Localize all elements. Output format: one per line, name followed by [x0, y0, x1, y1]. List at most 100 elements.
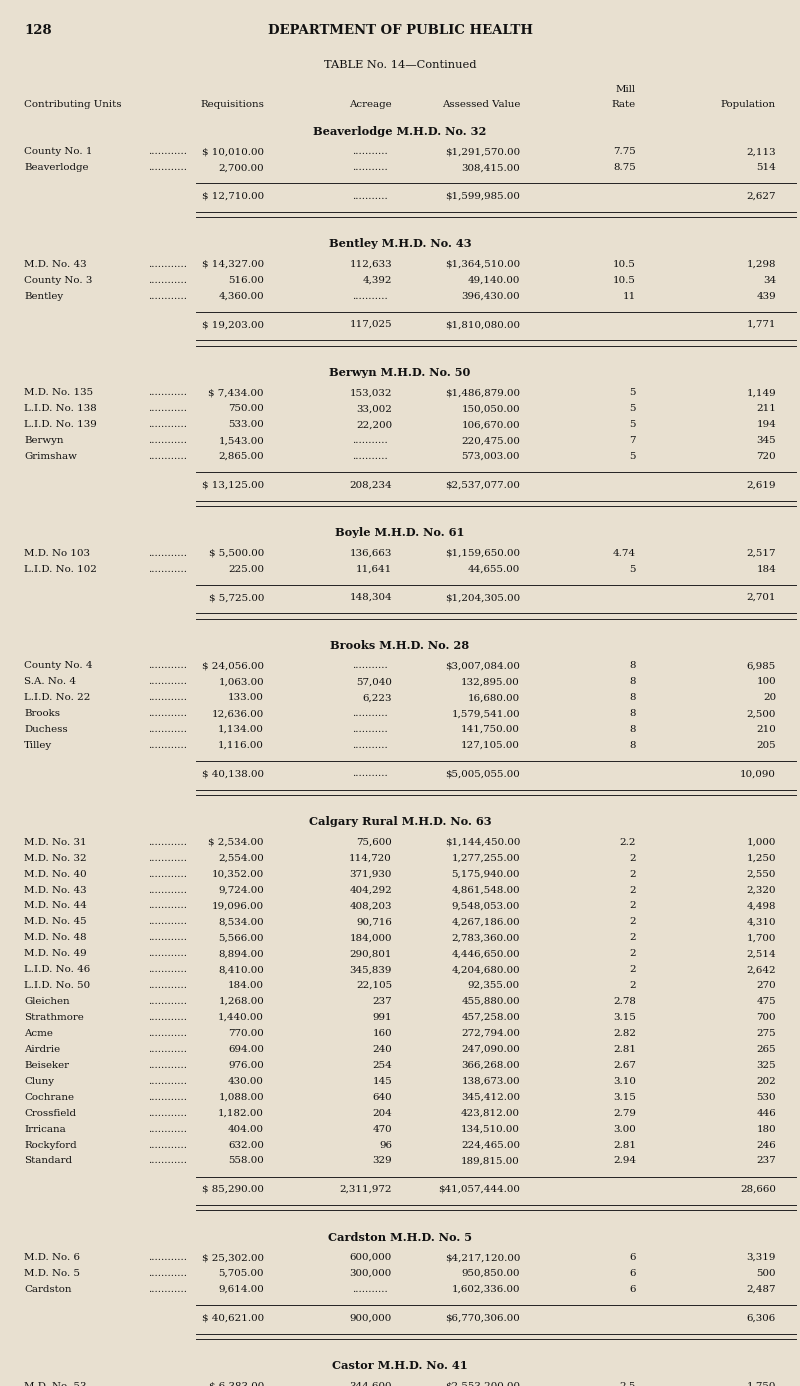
Text: 150,050.00: 150,050.00	[462, 405, 520, 413]
Text: 4,861,548.00: 4,861,548.00	[451, 886, 520, 894]
Text: 5: 5	[630, 452, 636, 462]
Text: Beiseker: Beiseker	[24, 1060, 69, 1070]
Text: 530: 530	[757, 1092, 776, 1102]
Text: 9,724.00: 9,724.00	[218, 886, 264, 894]
Text: 2,701: 2,701	[746, 593, 776, 602]
Text: 1,277,255.00: 1,277,255.00	[451, 854, 520, 862]
Text: Contributing Units: Contributing Units	[24, 100, 122, 109]
Text: $1,599,985.00: $1,599,985.00	[445, 191, 520, 201]
Text: $5,005,055.00: $5,005,055.00	[446, 769, 520, 779]
Text: 237: 237	[372, 997, 392, 1006]
Text: 3.15: 3.15	[613, 1092, 636, 1102]
Text: ............: ............	[148, 1045, 187, 1053]
Text: ............: ............	[148, 661, 187, 671]
Text: ...........: ...........	[352, 725, 388, 735]
Text: 1,000: 1,000	[746, 837, 776, 847]
Text: $ 14,327.00: $ 14,327.00	[202, 261, 264, 269]
Text: ...........: ...........	[352, 147, 388, 157]
Text: 10.5: 10.5	[613, 261, 636, 269]
Text: ............: ............	[148, 452, 187, 462]
Text: 3.10: 3.10	[613, 1077, 636, 1085]
Text: 6,985: 6,985	[746, 661, 776, 671]
Text: 2,550: 2,550	[746, 869, 776, 879]
Text: DEPARTMENT OF PUBLIC HEALTH: DEPARTMENT OF PUBLIC HEALTH	[267, 24, 533, 36]
Text: 2: 2	[630, 981, 636, 990]
Text: 8: 8	[630, 710, 636, 718]
Text: 49,140.00: 49,140.00	[468, 276, 520, 284]
Text: Cardston: Cardston	[24, 1285, 71, 1295]
Text: Requisitions: Requisitions	[200, 100, 264, 109]
Text: Rockyford: Rockyford	[24, 1141, 77, 1149]
Text: 8,894.00: 8,894.00	[218, 949, 264, 958]
Text: Boyle M.H.D. No. 61: Boyle M.H.D. No. 61	[335, 527, 465, 538]
Text: 500: 500	[757, 1270, 776, 1278]
Text: Calgary Rural M.H.D. No. 63: Calgary Rural M.H.D. No. 63	[309, 816, 491, 827]
Text: ............: ............	[148, 901, 187, 911]
Text: Airdrie: Airdrie	[24, 1045, 60, 1053]
Text: 516.00: 516.00	[228, 276, 264, 284]
Text: ............: ............	[148, 886, 187, 894]
Text: 2,514: 2,514	[746, 949, 776, 958]
Text: 976.00: 976.00	[228, 1060, 264, 1070]
Text: County No. 4: County No. 4	[24, 661, 93, 671]
Text: 7: 7	[630, 437, 636, 445]
Text: 10,352.00: 10,352.00	[212, 869, 264, 879]
Text: $1,364,510.00: $1,364,510.00	[445, 261, 520, 269]
Text: 2,500: 2,500	[746, 710, 776, 718]
Text: ...........: ...........	[352, 742, 388, 750]
Text: ............: ............	[148, 725, 187, 735]
Text: ............: ............	[148, 1253, 187, 1263]
Text: 2: 2	[630, 949, 636, 958]
Text: 100: 100	[756, 678, 776, 686]
Text: TABLE No. 14—Continued: TABLE No. 14—Continued	[324, 60, 476, 69]
Text: 5,705.00: 5,705.00	[218, 1270, 264, 1278]
Text: ............: ............	[148, 997, 187, 1006]
Text: 2.81: 2.81	[613, 1045, 636, 1053]
Text: ............: ............	[148, 837, 187, 847]
Text: $ 5,500.00: $ 5,500.00	[209, 549, 264, 557]
Text: 430.00: 430.00	[228, 1077, 264, 1085]
Text: ...........: ...........	[352, 191, 388, 201]
Text: ...........: ...........	[352, 769, 388, 779]
Text: ............: ............	[148, 405, 187, 413]
Text: 2,642: 2,642	[746, 965, 776, 974]
Text: M.D. No. 5: M.D. No. 5	[24, 1270, 80, 1278]
Text: 455,880.00: 455,880.00	[462, 997, 520, 1006]
Text: L.I.D. No. 102: L.I.D. No. 102	[24, 564, 97, 574]
Text: ............: ............	[148, 549, 187, 557]
Text: 4,498: 4,498	[746, 901, 776, 911]
Text: 237: 237	[756, 1156, 776, 1166]
Text: 145: 145	[372, 1077, 392, 1085]
Text: 8: 8	[630, 725, 636, 735]
Text: 11,641: 11,641	[356, 564, 392, 574]
Text: 34: 34	[763, 276, 776, 284]
Text: ............: ............	[148, 1077, 187, 1085]
Text: ............: ............	[148, 291, 187, 301]
Text: 2: 2	[630, 965, 636, 974]
Text: 1,700: 1,700	[746, 933, 776, 942]
Text: 290,801: 290,801	[350, 949, 392, 958]
Text: 8: 8	[630, 693, 636, 703]
Text: ...........: ...........	[352, 1285, 388, 1295]
Text: Brooks M.H.D. No. 28: Brooks M.H.D. No. 28	[330, 640, 470, 651]
Text: Brooks: Brooks	[24, 710, 60, 718]
Text: 308,415.00: 308,415.00	[462, 164, 520, 172]
Text: $ 40,621.00: $ 40,621.00	[202, 1314, 264, 1322]
Text: Crossfield: Crossfield	[24, 1109, 76, 1117]
Text: 1,250: 1,250	[746, 854, 776, 862]
Text: 8: 8	[630, 661, 636, 671]
Text: ............: ............	[148, 1109, 187, 1117]
Text: Strathmore: Strathmore	[24, 1013, 84, 1021]
Text: 632.00: 632.00	[228, 1141, 264, 1149]
Text: M.D. No. 32: M.D. No. 32	[24, 854, 86, 862]
Text: $2,537,077.00: $2,537,077.00	[445, 481, 520, 489]
Text: 2: 2	[630, 918, 636, 926]
Text: 2.78: 2.78	[613, 997, 636, 1006]
Text: 2,627: 2,627	[746, 191, 776, 201]
Text: 1,116.00: 1,116.00	[218, 742, 264, 750]
Text: 475: 475	[756, 997, 776, 1006]
Text: ............: ............	[148, 1013, 187, 1021]
Text: Assessed Value: Assessed Value	[442, 100, 520, 109]
Text: 11: 11	[622, 291, 636, 301]
Text: 6,306: 6,306	[746, 1314, 776, 1322]
